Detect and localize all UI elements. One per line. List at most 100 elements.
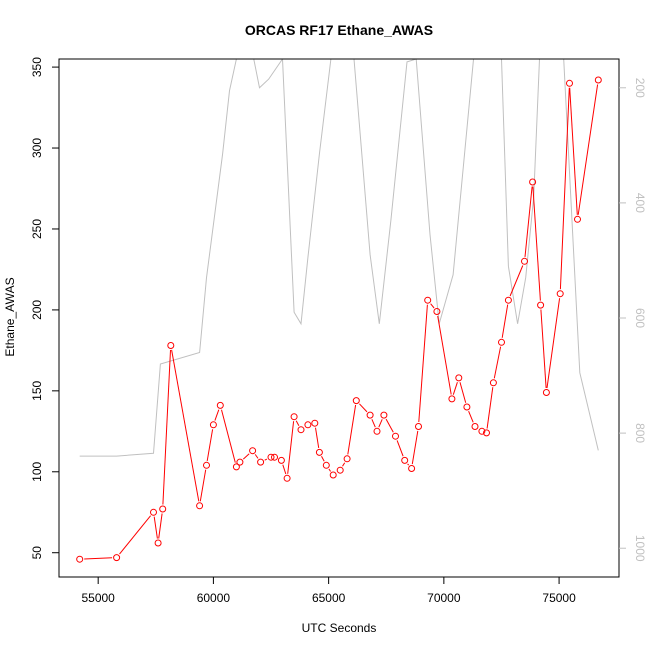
data-point	[150, 508, 157, 516]
series-segment	[162, 349, 171, 505]
series-segment	[254, 454, 259, 459]
data-point	[343, 455, 351, 463]
series-segment	[418, 304, 428, 423]
data-point	[322, 461, 330, 469]
plot-area: 55000 60000 65000 70000 75000 50 100 150 200 250 3…	[30, 57, 647, 605]
data-point	[267, 453, 275, 461]
data-point	[504, 296, 512, 304]
y-tick-label: 300	[30, 138, 44, 158]
data-point	[329, 471, 337, 479]
data-point	[216, 401, 224, 409]
data-point	[257, 458, 265, 466]
data-point	[315, 448, 323, 456]
data-point	[209, 421, 217, 429]
data-point	[196, 502, 204, 510]
series-segment	[396, 440, 404, 457]
data-point	[424, 296, 432, 304]
data-point	[271, 453, 278, 461]
x-tick-label: 60000	[197, 591, 231, 605]
data-point	[498, 338, 505, 346]
data-point	[366, 411, 374, 419]
data-point	[448, 395, 456, 403]
series-segment	[347, 404, 357, 455]
series-segment	[315, 427, 320, 448]
data-point	[556, 290, 564, 298]
data-point	[478, 427, 486, 435]
data-point	[304, 421, 312, 429]
y-tick-label: 150	[30, 380, 44, 400]
data-point	[574, 215, 581, 223]
series-segment	[214, 409, 220, 421]
series-segment	[546, 298, 561, 389]
series-segment	[437, 315, 452, 395]
data-point	[283, 474, 291, 482]
x-tick-label: 65000	[312, 591, 346, 605]
data-point	[373, 427, 381, 435]
y2-tick-label: 1000	[633, 535, 647, 562]
data-point	[290, 413, 298, 421]
series-segment	[559, 87, 570, 290]
series-segment	[569, 87, 578, 215]
data-point	[311, 419, 319, 427]
series-segment	[119, 515, 151, 555]
series-segment	[287, 421, 295, 474]
data-point	[297, 426, 305, 434]
series-segment	[328, 468, 332, 472]
data-point	[167, 342, 175, 349]
series-segment	[411, 430, 419, 465]
series-segment	[486, 387, 494, 429]
data-point	[521, 257, 528, 265]
series-segment	[242, 453, 250, 460]
x-tick-label: 75000	[542, 591, 576, 605]
data-point	[542, 389, 550, 396]
data-point	[415, 423, 422, 430]
y2-tick-label: 200	[633, 78, 647, 98]
series-segment	[385, 418, 394, 433]
y2-tick-label: 600	[633, 308, 647, 328]
series-segment	[153, 516, 158, 539]
data-point	[483, 429, 490, 437]
series-segment	[171, 349, 200, 502]
series-segment	[321, 456, 325, 462]
data-point	[159, 505, 167, 513]
y-tick-label: 200	[30, 300, 44, 320]
y2-tick-label: 800	[633, 423, 647, 443]
series-segment	[342, 462, 346, 467]
data-point	[392, 432, 399, 440]
data-point	[594, 76, 602, 84]
data-point	[203, 461, 210, 469]
chart-title: ORCAS RF17 Ethane_AWAS	[245, 22, 433, 38]
series-segment	[282, 464, 287, 475]
series-segment	[509, 265, 524, 297]
data-point	[380, 411, 388, 419]
y-tick-label: 50	[30, 546, 44, 560]
series-segment	[359, 403, 368, 413]
data-point	[352, 397, 360, 405]
y-tick-label: 250	[30, 219, 44, 239]
series-segment	[493, 346, 502, 379]
data-point	[113, 554, 121, 562]
data-point	[277, 456, 285, 464]
data-point	[463, 403, 471, 411]
series-segment	[540, 309, 547, 389]
x-tick-label: 55000	[81, 591, 115, 605]
series-segment	[407, 463, 410, 466]
series-segment	[295, 420, 300, 426]
data-point	[154, 539, 162, 547]
series-segment	[221, 409, 236, 463]
data-point	[471, 423, 479, 430]
data-point	[537, 301, 545, 309]
data-point	[489, 379, 497, 387]
data-point	[249, 447, 257, 455]
series-segment	[532, 186, 541, 301]
x-axis-label: UTC Seconds	[302, 621, 377, 635]
series-segment	[577, 84, 599, 215]
series-segment	[452, 382, 458, 395]
data-point	[76, 555, 84, 563]
data-point	[433, 308, 441, 315]
secondary-series-line	[79, 59, 599, 457]
plot-frame	[58, 58, 620, 578]
series-segment	[264, 458, 268, 461]
series-segment	[84, 557, 113, 560]
